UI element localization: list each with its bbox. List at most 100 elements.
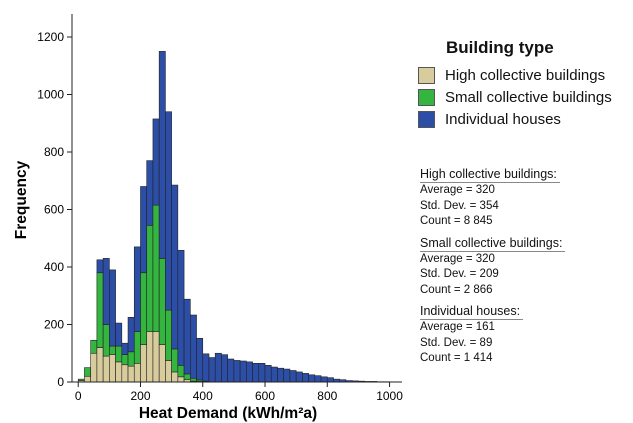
- stat-std-dev: Std. Dev. = 354: [420, 199, 499, 212]
- bar-individual-houses: [283, 368, 291, 383]
- x-tick-label: 800: [317, 389, 337, 403]
- legend-item-small-collective: Small collective buildings: [418, 86, 612, 108]
- legend-label: Individual houses: [445, 110, 561, 128]
- bar-small-collective-buildings: [152, 204, 160, 332]
- bar-high-collective-buildings: [177, 376, 185, 383]
- bar-individual-houses: [127, 317, 135, 353]
- x-tick-label: 600: [255, 389, 275, 403]
- statistics-panel: High collective buildings: Average = 320…: [420, 165, 620, 371]
- bar-individual-houses: [133, 246, 141, 332]
- y-tick-label: 200: [44, 318, 64, 332]
- x-tick-label: 200: [130, 389, 150, 403]
- bar-individual-houses: [264, 365, 272, 383]
- legend-label: High collective buildings: [445, 66, 606, 84]
- bar-small-collective-buildings: [96, 272, 104, 348]
- bar-small-collective-buildings: [127, 351, 135, 367]
- stat-std-dev: Std. Dev. = 89: [420, 336, 493, 349]
- bar-individual-houses: [171, 184, 179, 350]
- stat-title: Small collective buildings:: [420, 236, 566, 252]
- bar-high-collective-buildings: [90, 352, 98, 383]
- bar-individual-houses: [190, 314, 197, 379]
- bar-individual-houses: [277, 367, 284, 383]
- x-tick-label: 1000: [376, 389, 403, 403]
- legend-item-high-collective: High collective buildings: [418, 64, 612, 86]
- bar-small-collective-buildings: [146, 225, 154, 332]
- bar-individual-houses: [295, 371, 303, 383]
- bar-individual-houses: [302, 373, 309, 383]
- stat-std-dev: Std. Dev. = 209: [420, 268, 499, 280]
- x-axis-label: Heat Demand (kWh/m²a): [139, 405, 317, 422]
- y-tick-label: 1000: [37, 88, 64, 102]
- bar-individual-houses: [227, 358, 235, 383]
- bar-small-collective-buildings: [121, 354, 129, 366]
- bar-individual-houses: [208, 357, 216, 383]
- bar-individual-houses: [140, 186, 148, 274]
- stat-count: Count = 2 866: [420, 283, 493, 296]
- bars-layer: [77, 51, 390, 383]
- bar-individual-houses: [152, 118, 160, 206]
- bar-individual-houses: [314, 375, 322, 383]
- stat-average: Average = 320: [420, 184, 495, 196]
- x-tick-label: 400: [193, 389, 213, 403]
- legend-label: Small collective buildings: [445, 88, 612, 106]
- bar-high-collective-buildings: [121, 364, 129, 383]
- bar-individual-houses: [270, 366, 278, 383]
- stat-average: Average = 320: [420, 252, 495, 265]
- bar-individual-houses: [326, 377, 334, 383]
- x-tick-label: 0: [75, 389, 82, 403]
- bar-small-collective-buildings: [109, 345, 116, 355]
- bar-high-collective-buildings: [171, 371, 179, 383]
- legend: Building type High collective buildings …: [418, 38, 612, 130]
- bar-small-collective-buildings: [158, 258, 166, 345]
- bar-individual-houses: [258, 363, 266, 383]
- stat-count: Count = 8 845: [420, 215, 493, 227]
- bar-small-collective-buildings: [115, 345, 123, 363]
- bar-individual-houses: [252, 363, 260, 383]
- bar-individual-houses: [246, 361, 253, 383]
- bar-high-collective-buildings: [102, 355, 110, 383]
- bar-individual-houses: [177, 250, 185, 366]
- bar-individual-houses: [109, 269, 116, 347]
- legend-swatch: [418, 88, 435, 106]
- bar-individual-houses: [214, 352, 222, 383]
- y-tick-label: 600: [44, 203, 64, 217]
- bar-individual-houses: [96, 259, 104, 274]
- bar-individual-houses: [158, 51, 166, 259]
- bar-individual-houses: [121, 342, 129, 355]
- bar-individual-houses: [320, 376, 328, 383]
- bar-high-collective-buildings: [115, 361, 123, 383]
- y-tick-label: 400: [44, 260, 64, 274]
- legend-swatch: [418, 110, 435, 128]
- bar-individual-houses: [239, 360, 247, 383]
- y-tick-label: 1200: [37, 30, 64, 44]
- bar-individual-houses: [165, 111, 172, 311]
- bar-small-collective-buildings: [190, 377, 197, 382]
- bar-small-collective-buildings: [177, 365, 185, 378]
- bar-individual-houses: [233, 360, 241, 383]
- bar-small-collective-buildings: [90, 340, 98, 354]
- bar-small-collective-buildings: [84, 367, 91, 377]
- bar-small-collective-buildings: [165, 309, 172, 361]
- bar-high-collective-buildings: [109, 354, 116, 383]
- bar-high-collective-buildings: [146, 331, 154, 383]
- legend-title: Building type: [446, 38, 554, 57]
- y-tick-label: 0: [57, 375, 64, 389]
- bar-small-collective-buildings: [183, 373, 191, 381]
- bar-individual-houses: [289, 370, 297, 383]
- bar-high-collective-buildings: [127, 365, 135, 383]
- bar-small-collective-buildings: [171, 348, 179, 373]
- bar-high-collective-buildings: [165, 360, 172, 383]
- bar-individual-houses: [183, 298, 191, 375]
- bar-individual-houses: [196, 337, 204, 381]
- bar-individual-houses: [115, 322, 123, 347]
- stat-group-small-collective: Small collective buildings: Average = 32…: [420, 234, 620, 299]
- bar-small-collective-buildings: [140, 272, 148, 345]
- bar-high-collective-buildings: [133, 363, 141, 383]
- bar-high-collective-buildings: [96, 347, 104, 383]
- bar-individual-houses: [102, 258, 110, 325]
- y-tick-label: 800: [44, 145, 64, 159]
- legend-swatch: [418, 66, 435, 84]
- bar-individual-houses: [146, 160, 154, 226]
- bar-individual-houses: [202, 353, 210, 382]
